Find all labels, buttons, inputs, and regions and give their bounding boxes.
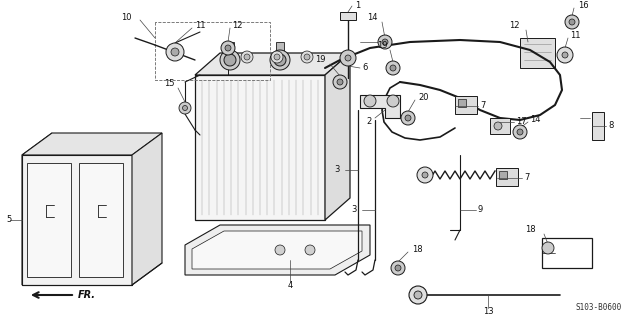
Polygon shape — [195, 53, 350, 75]
Polygon shape — [325, 53, 350, 220]
Text: 18: 18 — [412, 245, 423, 254]
Circle shape — [390, 65, 396, 71]
Circle shape — [166, 43, 184, 61]
Circle shape — [221, 41, 235, 55]
Bar — [520, 38, 555, 68]
Circle shape — [569, 19, 575, 25]
Circle shape — [224, 54, 236, 66]
Circle shape — [557, 47, 573, 63]
Circle shape — [513, 125, 527, 139]
Text: 7: 7 — [524, 173, 529, 182]
Polygon shape — [22, 155, 132, 285]
Circle shape — [333, 75, 347, 89]
Text: 10: 10 — [122, 13, 132, 22]
Circle shape — [337, 79, 343, 85]
Circle shape — [345, 55, 351, 61]
Text: 9: 9 — [478, 205, 483, 214]
Text: 17: 17 — [516, 117, 527, 126]
Text: 13: 13 — [483, 308, 493, 316]
Circle shape — [386, 61, 400, 75]
Polygon shape — [132, 133, 162, 285]
Circle shape — [274, 54, 286, 66]
Bar — [340, 12, 356, 20]
Circle shape — [364, 95, 376, 107]
Text: 18: 18 — [525, 226, 536, 235]
Circle shape — [494, 122, 502, 130]
Text: FR.: FR. — [78, 290, 96, 300]
Circle shape — [382, 39, 388, 45]
Text: 11: 11 — [570, 30, 580, 39]
Circle shape — [422, 172, 428, 178]
Circle shape — [395, 265, 401, 271]
Text: 16: 16 — [578, 2, 588, 11]
Circle shape — [401, 111, 415, 125]
Text: 2: 2 — [367, 117, 372, 126]
Circle shape — [340, 50, 356, 66]
Text: 19: 19 — [316, 55, 326, 65]
Bar — [455, 96, 477, 114]
Bar — [490, 118, 510, 134]
Text: 12: 12 — [232, 20, 243, 29]
Bar — [458, 99, 466, 107]
Text: 3: 3 — [335, 165, 340, 174]
Circle shape — [387, 95, 399, 107]
Text: 1: 1 — [355, 2, 360, 11]
Text: 20: 20 — [418, 92, 428, 101]
Circle shape — [301, 51, 313, 63]
Circle shape — [271, 51, 283, 63]
Text: 14: 14 — [530, 116, 541, 124]
Text: 5: 5 — [6, 215, 11, 225]
Bar — [27, 163, 71, 277]
Circle shape — [378, 35, 392, 49]
Circle shape — [183, 106, 188, 110]
Text: 11: 11 — [195, 21, 205, 30]
Text: 12: 12 — [510, 21, 520, 30]
Bar — [496, 168, 518, 186]
Circle shape — [405, 115, 411, 121]
Bar — [592, 112, 604, 140]
Circle shape — [225, 45, 231, 51]
Text: 6: 6 — [362, 63, 367, 73]
Text: S103-B0600: S103-B0600 — [576, 303, 622, 312]
Circle shape — [565, 15, 579, 29]
Polygon shape — [192, 231, 362, 269]
Circle shape — [517, 129, 523, 135]
Text: 4: 4 — [287, 282, 292, 291]
Bar — [499, 171, 507, 179]
Text: 15: 15 — [164, 79, 175, 89]
Circle shape — [270, 50, 290, 70]
Circle shape — [542, 242, 554, 254]
Circle shape — [562, 52, 568, 58]
Bar — [542, 238, 592, 268]
Circle shape — [304, 54, 310, 60]
Circle shape — [391, 261, 405, 275]
Text: 14: 14 — [367, 13, 378, 22]
Circle shape — [414, 291, 422, 299]
Polygon shape — [185, 225, 370, 275]
Circle shape — [274, 54, 280, 60]
Text: 3: 3 — [352, 205, 357, 214]
Polygon shape — [22, 133, 52, 285]
Circle shape — [244, 54, 250, 60]
Text: 8: 8 — [608, 122, 614, 131]
Polygon shape — [22, 133, 162, 155]
Bar — [79, 163, 123, 277]
Polygon shape — [360, 95, 400, 118]
Circle shape — [171, 48, 179, 56]
Circle shape — [417, 167, 433, 183]
Circle shape — [179, 102, 191, 114]
Text: 19: 19 — [377, 42, 388, 51]
Text: 7: 7 — [480, 101, 485, 110]
Bar — [226, 42, 234, 60]
Circle shape — [275, 245, 285, 255]
Bar — [276, 42, 284, 60]
Circle shape — [241, 51, 253, 63]
Bar — [195, 75, 325, 220]
Circle shape — [409, 286, 427, 304]
Circle shape — [305, 245, 315, 255]
Circle shape — [220, 50, 240, 70]
